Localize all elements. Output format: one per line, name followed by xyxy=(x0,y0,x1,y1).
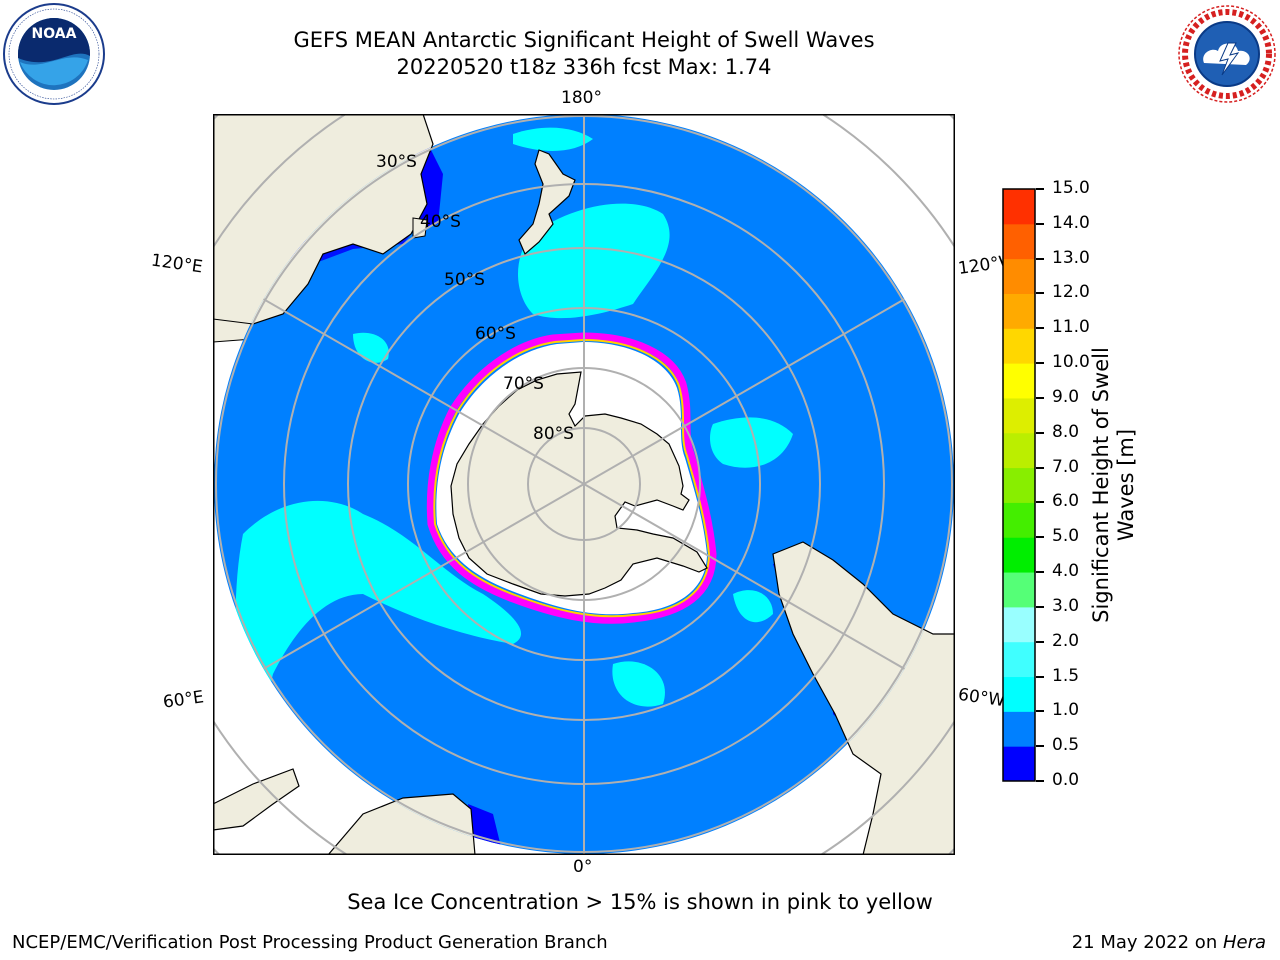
colorbar-tick-label: 6.0 xyxy=(1052,491,1080,512)
colorbar-tick-mark xyxy=(1036,396,1044,399)
map-canvas xyxy=(213,114,955,855)
sea-ice-caption: Sea Ice Concentration > 15% is shown in … xyxy=(347,890,933,914)
colorbar-tick-mark xyxy=(1036,257,1044,260)
colorbar-tick-label: 0.0 xyxy=(1052,770,1080,790)
colorbar-segment xyxy=(1003,397,1035,434)
lon-label-60w: 60°W xyxy=(956,684,1007,712)
lat-label-70s: 70°S xyxy=(503,374,544,394)
colorbar-tick-mark xyxy=(1036,675,1044,678)
colorbar-tick-label: 3.0 xyxy=(1052,595,1080,616)
colorbar-tick-mark xyxy=(1036,222,1044,225)
colorbar-tick-label: 1.0 xyxy=(1052,700,1080,721)
colorbar-tick-label: 4.0 xyxy=(1052,561,1080,582)
footer-date-text: 21 May 2022 on xyxy=(1071,932,1223,953)
colorbar-tick-label: 8.0 xyxy=(1052,421,1080,442)
colorbar-tick-mark xyxy=(1036,188,1044,190)
lon-label-60e: 60°E xyxy=(161,687,206,713)
sea-ice-edge-inner xyxy=(433,338,711,618)
colorbar-tick-label: 2.0 xyxy=(1052,630,1080,651)
map-frame xyxy=(213,114,955,855)
swell-patch-1-5m xyxy=(710,417,793,468)
colorbar-frame xyxy=(1002,188,1036,782)
colorbar-tick-label: 9.0 xyxy=(1052,386,1080,407)
lat-label-60s: 60°S xyxy=(475,324,516,344)
chart-subtitle: 20220520 t18z 336h fcst Max: 1.74 xyxy=(396,55,772,79)
colorbar-tick-label: 12.0 xyxy=(1052,282,1090,303)
colorbar-tick-mark xyxy=(1036,362,1044,365)
colorbar-tick-label: 13.0 xyxy=(1052,247,1090,268)
lat-label-30s: 30°S xyxy=(376,152,417,172)
colorbar-segment xyxy=(1003,432,1035,469)
svg-text:NOAA: NOAA xyxy=(32,26,77,42)
footer-branch: NCEP/EMC/Verification Post Processing Pr… xyxy=(12,932,608,953)
polar-map xyxy=(213,114,955,855)
graticule xyxy=(214,114,954,854)
colorbar-segment xyxy=(1003,676,1035,712)
colorbar-segment xyxy=(1003,328,1035,364)
footer-date: 21 May 2022 on Hera xyxy=(1072,932,1266,953)
colorbar-tick-label: 10.0 xyxy=(1052,352,1090,373)
swell-patch-1-5m xyxy=(513,127,593,151)
colorbar-segment xyxy=(1003,572,1035,608)
colorbar-segment xyxy=(1003,189,1035,225)
colorbar-tick-mark xyxy=(1036,501,1044,504)
colorbar-segment xyxy=(1003,502,1035,538)
meridian-120w xyxy=(583,269,954,485)
meridian-120e xyxy=(214,269,585,485)
swell-patch-1-5m xyxy=(733,590,773,623)
colorbar-segment xyxy=(1003,258,1035,294)
lat-label-50s: 50°S xyxy=(444,270,485,290)
colorbar-tick-mark xyxy=(1036,780,1044,782)
colorbar-segment xyxy=(1003,223,1035,260)
colorbar-segment xyxy=(1003,363,1035,399)
colorbar-segment xyxy=(1003,293,1035,329)
chart-title: GEFS MEAN Antarctic Significant Height o… xyxy=(293,28,875,52)
national-weather-service-logo-icon xyxy=(1178,5,1276,103)
colorbar-tick-mark xyxy=(1036,640,1044,643)
colorbar-tick-mark xyxy=(1036,605,1044,608)
colorbar-title: Significant Height of Swell Waves [m] xyxy=(1089,347,1138,623)
colorbar-tick-label: 7.0 xyxy=(1052,456,1080,477)
footer-host: Hera xyxy=(1222,932,1266,953)
colorbar-segment xyxy=(1003,537,1035,573)
tasmania-land xyxy=(412,217,428,239)
colorbar-segment xyxy=(1003,746,1035,782)
colorbar-segment xyxy=(1003,467,1035,503)
colorbar-tick-label: 5.0 xyxy=(1052,526,1080,547)
lon-label-120e: 120°E xyxy=(149,250,204,278)
colorbar-tick-label: 14.0 xyxy=(1052,212,1090,233)
lon-label-0: 0° xyxy=(573,857,593,877)
sea-ice-edge xyxy=(426,332,717,624)
colorbar-segment xyxy=(1003,641,1035,678)
colorbar-tick-mark xyxy=(1036,571,1044,574)
swell-patch-1-5m xyxy=(518,203,670,319)
lat-label-40s: 40°S xyxy=(420,212,461,232)
colorbar-tick-mark xyxy=(1036,431,1044,434)
colorbar-tick-mark xyxy=(1036,745,1044,748)
colorbar-tick-label: 1.5 xyxy=(1052,665,1080,686)
colorbar-tick-mark xyxy=(1036,466,1044,469)
colorbar-segment xyxy=(1003,606,1035,643)
colorbar-segment xyxy=(1003,711,1035,747)
colorbar-tick-label: 15.0 xyxy=(1052,178,1090,198)
swell-patch-1-5m xyxy=(235,500,522,731)
colorbar-tick-mark xyxy=(1036,327,1044,330)
colorbar-tick-mark xyxy=(1036,292,1044,295)
swell-patch-1-5m xyxy=(612,661,665,707)
colorbar-tick-label: 11.0 xyxy=(1052,317,1090,338)
noaa-logo-icon: NOAA xyxy=(3,3,105,105)
colorbar-tick-mark xyxy=(1036,536,1044,539)
meridian-60e xyxy=(214,483,585,699)
meridian-60w xyxy=(583,483,954,699)
antarctica-land xyxy=(450,371,708,597)
colorbar xyxy=(1002,188,1036,782)
lon-label-180: 180° xyxy=(561,88,602,108)
colorbar-tick-label: 0.5 xyxy=(1052,735,1080,756)
lat-label-80s: 80°S xyxy=(533,424,574,444)
new-zealand-land xyxy=(518,149,576,255)
colorbar-tick-mark xyxy=(1036,710,1044,713)
